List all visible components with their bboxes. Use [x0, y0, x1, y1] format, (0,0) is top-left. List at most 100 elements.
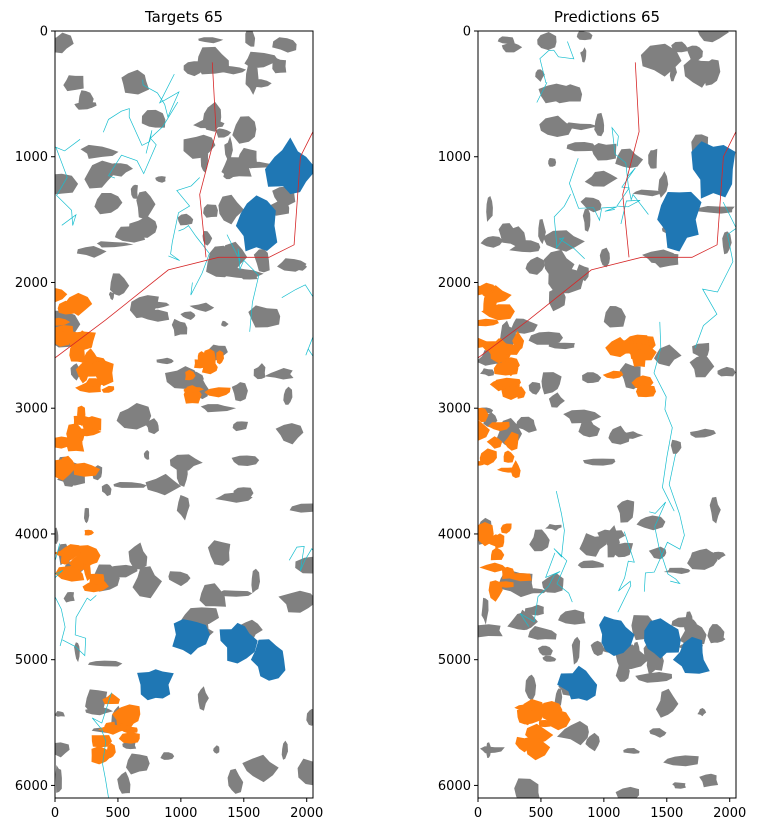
- predictions-gray-patch: [663, 567, 691, 574]
- predictions-gray-patch: [548, 342, 575, 350]
- predictions-gray-patch: [576, 31, 593, 41]
- targets-gray-patch: [218, 194, 244, 225]
- targets-wetland-patch: [112, 704, 141, 726]
- predictions-wetland-patch: [478, 461, 486, 466]
- targets-gray-patch: [136, 191, 156, 220]
- targets-gray-patch: [244, 51, 279, 69]
- targets-gray-patch: [85, 689, 108, 713]
- predictions-wetland-patch: [493, 361, 519, 376]
- predictions-water-body: [599, 616, 635, 656]
- predictions-y-tick-label: 6000: [438, 779, 471, 794]
- predictions-gray-patch: [623, 748, 640, 754]
- targets-gray-patch: [207, 540, 231, 566]
- predictions-wetland-patch: [602, 370, 624, 379]
- predictions-stream-line: [616, 167, 641, 225]
- targets-wetland-patch: [102, 693, 120, 705]
- predictions-gray-patch: [571, 636, 581, 665]
- predictions-gray-patch: [584, 170, 618, 187]
- targets-gray-patch: [168, 571, 191, 587]
- predictions-wetland-patch: [512, 330, 525, 352]
- predictions-gray-patch: [603, 306, 626, 328]
- targets-gray-patch: [306, 708, 313, 726]
- predictions-gray-patch: [579, 533, 607, 557]
- predictions-wetland-patch: [636, 385, 656, 398]
- targets-water-body: [250, 639, 286, 681]
- predictions-gray-patch: [642, 249, 678, 264]
- targets-gray-patch: [297, 758, 313, 786]
- predictions-wetland-patch: [494, 377, 521, 388]
- predictions-gray-patch: [525, 674, 537, 702]
- predictions-gray-patch: [670, 439, 682, 454]
- targets-wetland-patch: [84, 529, 94, 536]
- targets-gray-patch: [297, 263, 307, 271]
- predictions-gray-patch: [654, 344, 682, 367]
- targets-gray-patch: [215, 590, 253, 597]
- targets-gray-patch: [183, 134, 216, 159]
- targets-gray-patch: [197, 46, 229, 75]
- targets-gray-patch: [253, 363, 266, 380]
- targets-gray-patch: [160, 752, 175, 760]
- targets-gray-patch: [227, 768, 244, 794]
- predictions-gray-patch: [582, 372, 602, 384]
- predictions-wetland-patch: [478, 285, 493, 296]
- targets-gray-patch: [283, 386, 293, 405]
- predictions-wetland-patch: [510, 460, 521, 479]
- targets-stream-line: [55, 139, 81, 226]
- predictions-gray-patch: [611, 542, 634, 558]
- predictions-water-body: [644, 618, 681, 659]
- predictions-gray-patch: [684, 611, 694, 636]
- targets-gray-patch: [215, 128, 232, 138]
- predictions-gray-patch: [541, 372, 562, 395]
- targets-gray-patch: [155, 176, 166, 183]
- targets-gray-patch: [76, 246, 107, 258]
- targets-gray-patch: [199, 583, 226, 607]
- predictions-gray-patch: [658, 171, 669, 198]
- targets-stream-line: [288, 546, 313, 572]
- targets-gray-patch: [278, 590, 313, 613]
- targets-y-tick-label: 6000: [15, 779, 48, 794]
- predictions-gray-patch: [686, 45, 703, 62]
- targets-stream-line: [281, 284, 313, 357]
- predictions-gray-patch: [649, 728, 667, 738]
- predictions-gray-patch: [608, 425, 630, 445]
- predictions-gray-patch: [709, 636, 726, 643]
- targets-wetland-patch: [55, 317, 71, 326]
- targets-wetland-patch: [202, 348, 216, 372]
- predictions-wetland-patch: [515, 736, 534, 753]
- targets-x-tick-label: 500: [106, 806, 131, 821]
- targets-gray-patch: [106, 163, 133, 177]
- predictions-wetland-patch: [497, 581, 514, 588]
- predictions-wetland-patch: [538, 720, 552, 728]
- predictions-wetland-patch: [631, 349, 646, 367]
- predictions-gray-patch: [722, 231, 732, 255]
- targets-gray-patch: [202, 231, 213, 246]
- targets-y-axis: 0 1000 2000 3000 4000 5000 6000: [15, 25, 55, 794]
- targets-y-tick-label: 5000: [15, 653, 48, 668]
- targets-gray-patch: [251, 568, 260, 594]
- targets-x-tick-label: 1000: [164, 806, 197, 821]
- targets-water-body: [265, 137, 313, 195]
- targets-gray-patch: [128, 216, 158, 238]
- targets-y-tick-label: 3000: [15, 402, 48, 417]
- predictions-gray-patch: [709, 496, 721, 524]
- predictions-wetland-patch: [486, 436, 503, 449]
- targets-gray-patch: [55, 711, 65, 717]
- targets-gray-patch: [295, 556, 313, 574]
- targets-gray-patch: [272, 57, 287, 74]
- predictions-wetland-patch: [478, 407, 489, 423]
- predictions-gray-patch: [545, 524, 562, 531]
- targets-stream-line: [102, 108, 153, 154]
- targets-x-tick-label: 2000: [290, 806, 323, 821]
- targets-gray-patch: [264, 368, 294, 380]
- predictions-wetland-patch: [490, 547, 505, 561]
- targets-gray-patch: [198, 37, 224, 44]
- targets-gray-patch: [121, 69, 150, 95]
- predictions-gray-patch: [528, 331, 563, 345]
- targets-gray-patch: [238, 619, 263, 642]
- targets-gray-patch: [141, 109, 166, 128]
- predictions-x-tick-label: 1500: [650, 806, 683, 821]
- predictions-gray-patch: [717, 366, 736, 377]
- targets-gray-patch: [84, 507, 90, 524]
- targets-gray-patch: [117, 771, 131, 794]
